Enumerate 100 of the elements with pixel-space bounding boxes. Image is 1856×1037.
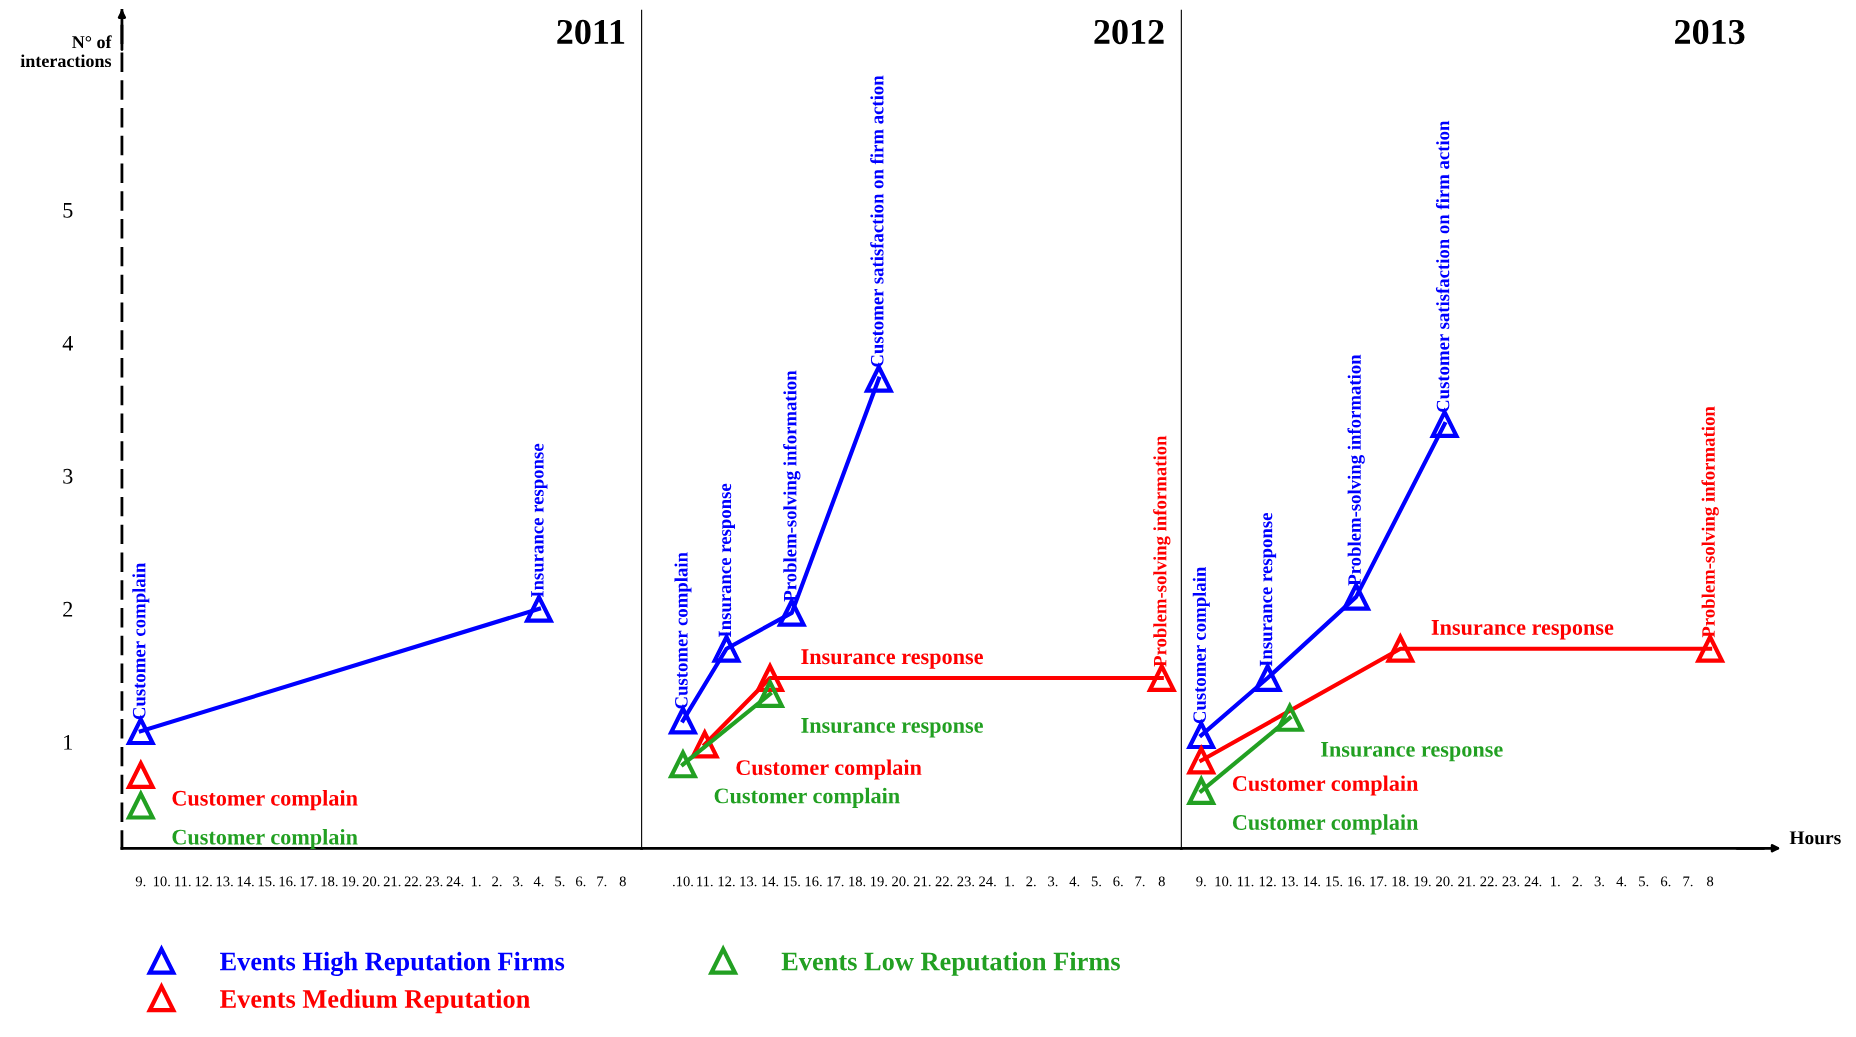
x-tick-label: 15.	[783, 876, 800, 887]
x-tick-label: 19.	[871, 876, 887, 887]
x-tick-label: 9.	[135, 876, 146, 887]
x-tick-label: 14.	[237, 876, 254, 887]
x-tick-label: 4.	[533, 876, 544, 887]
x-tick-label: 1.	[471, 876, 481, 887]
x-tick-label: 7.	[597, 876, 607, 887]
annotation: Problem-solving information	[1701, 406, 1719, 638]
y-tick-label: 5	[63, 203, 73, 218]
x-tick-label: 16.	[805, 876, 822, 887]
x-tick-label: 5.	[1639, 876, 1649, 887]
annotation: Problem-solving information	[1153, 435, 1171, 667]
annotation: Customer satisfaction on firm action	[870, 75, 884, 367]
y-tick-label: 2	[63, 601, 73, 617]
x-tick-label: 19.	[1414, 876, 1431, 887]
x-tick-label: 3.	[513, 876, 523, 887]
x-tick-label: 20.	[892, 876, 909, 887]
annotation: Customer complain	[1192, 566, 1210, 724]
annotation: Insurance response	[1259, 513, 1277, 667]
x-tick-label: 7.	[1135, 876, 1145, 887]
x-tick-label: 12.	[195, 876, 212, 887]
x-tick-label: 2.	[1572, 876, 1582, 887]
chart-title: 2012	[1094, 19, 1164, 45]
x-tick-label: 17.	[1370, 876, 1387, 887]
y-tick-label: 4	[62, 335, 73, 351]
x-tick-label: 22.	[1480, 876, 1498, 887]
annotation: Insurance response	[1431, 620, 1614, 640]
annotation: Customer complain	[674, 552, 692, 709]
annotation: Problem-solving information	[1347, 354, 1365, 586]
x-tick-label: 21.	[383, 876, 401, 887]
annotation: Problem-solving information	[783, 370, 801, 602]
x-tick-label: 18.	[849, 876, 866, 887]
annotation: Customer complain	[736, 759, 922, 780]
x-tick-label: 6.	[1661, 876, 1671, 887]
annotation: Customer complain	[172, 828, 358, 850]
x-tick-label: 19.	[342, 876, 359, 887]
y-tick-label: 3	[63, 468, 73, 484]
chart-title: 2013	[1675, 19, 1745, 45]
x-tick-label: 22.	[404, 876, 422, 887]
x-tick-label: 17.	[827, 876, 844, 887]
x-tick-label: 1.	[1551, 876, 1560, 887]
x-tick-label: 18.	[321, 876, 338, 887]
annotation: Insurance response	[801, 718, 983, 738]
annotation: Customer satisfaction on firm action	[1435, 120, 1450, 412]
x-tick-label: 8	[1158, 876, 1165, 887]
x-tick-label: 24.	[979, 876, 996, 887]
x-tick-label: 6.	[1113, 876, 1123, 887]
x-tick-label: 11.	[697, 876, 713, 887]
y-tick-label: 1	[64, 734, 72, 750]
x-tick-label: 18.	[1392, 876, 1409, 887]
x-tick-label: 13.	[740, 876, 757, 887]
x-tick-label: 3.	[1594, 876, 1604, 887]
x-tick-label: 7.	[1683, 876, 1693, 887]
x-tick-label: 14.	[1304, 876, 1321, 887]
x-tick-label: 10.	[1215, 876, 1232, 887]
x-tick-label: 23.	[957, 876, 975, 887]
x-tick-label: 4.	[1069, 876, 1080, 887]
x-tick-label: 23.	[1502, 876, 1520, 887]
x-tick-label: 1.	[1005, 876, 1014, 887]
x-tick-label: 13.	[216, 876, 233, 887]
x-tick-label: 15.	[1326, 876, 1343, 887]
annotation: Customer complain	[1232, 775, 1419, 796]
annotation: Customer complain	[1232, 814, 1419, 835]
chart-title: 2011	[557, 19, 625, 45]
x-tick-label: 15.	[258, 876, 275, 887]
x-tick-label: 9.	[1196, 876, 1206, 887]
annotation: Insurance response	[718, 483, 735, 638]
x-tick-label: 20.	[1436, 876, 1453, 887]
annotation: Customer complain	[172, 790, 358, 811]
x-tick-label: 22.	[935, 876, 953, 887]
x-tick-label: 8	[1707, 876, 1714, 887]
x-tick-label: 21.	[1458, 876, 1475, 887]
annotation: Customer complain	[714, 787, 900, 808]
x-tick-label: 16.	[279, 876, 296, 887]
x-tick-label: 12.	[718, 876, 735, 887]
legend-label: Events Medium Reputation	[220, 989, 530, 1014]
x-tick-label: 2.	[492, 876, 502, 887]
x-tick-label: 16.	[1348, 876, 1365, 887]
annotation: Customer complain	[132, 562, 150, 720]
x-tick-label: 23.	[425, 876, 443, 887]
x-tick-label: 24.	[446, 876, 464, 887]
legend-label: Events High Reputation Firms	[220, 951, 565, 976]
annotation: Insurance response	[1321, 742, 1503, 762]
x-tick-label: 20.	[362, 876, 380, 887]
x-tick-label: 17.	[300, 876, 317, 887]
x-tick-label: 11.	[175, 876, 191, 887]
legend-label: Events Low Reputation Firms	[781, 951, 1120, 976]
x-tick-label: 21.	[913, 876, 931, 887]
x-tick-label: 5.	[555, 876, 565, 887]
x-tick-label: 8	[619, 876, 626, 887]
annotation: Insurance response	[801, 649, 983, 669]
x-tick-label: 10.	[153, 876, 170, 887]
y-axis-title: N° of interactions	[20, 35, 112, 68]
x-tick-label: .10.	[672, 876, 693, 887]
x-tick-label: 5.	[1091, 876, 1101, 887]
x-tick-label: 13.	[1281, 876, 1298, 887]
annotation: Insurance response	[531, 443, 548, 598]
x-tick-label: 12.	[1259, 876, 1276, 887]
x-tick-label: 6.	[576, 876, 586, 887]
x-tick-label: 4.	[1616, 876, 1627, 887]
